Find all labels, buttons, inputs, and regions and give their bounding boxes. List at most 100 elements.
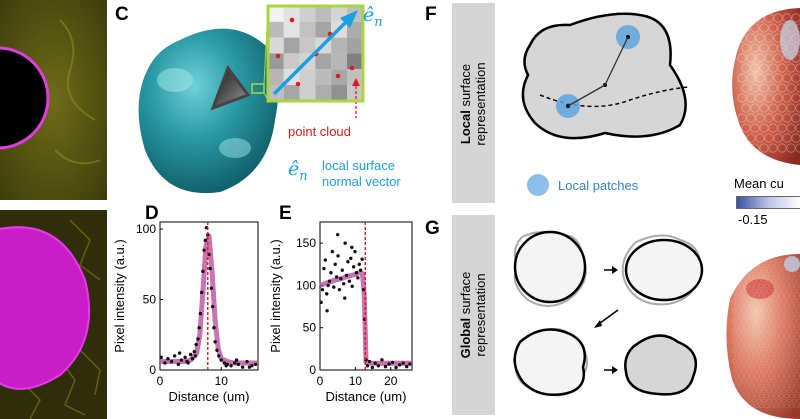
- data-point: [202, 248, 206, 252]
- data-point: [336, 254, 340, 258]
- zoom-box: [251, 83, 265, 94]
- panel-f-diagram: [521, 12, 689, 140]
- normal-arrow: [272, 16, 352, 96]
- data-point: [350, 284, 354, 288]
- data-point: [357, 262, 361, 266]
- data-point: [351, 265, 356, 269]
- shape-circle: [513, 230, 587, 304]
- y-axis-label: Pixel intensity (a.u.): [268, 239, 283, 352]
- data-point: [176, 362, 181, 367]
- nucleus-blob: [0, 226, 91, 390]
- micrograph-top-svg: [0, 0, 107, 200]
- render-f: [732, 8, 800, 165]
- data-point: [325, 309, 329, 313]
- cell-mesh: [138, 28, 279, 194]
- y-tick-label: 0: [309, 363, 316, 377]
- data-point: [234, 358, 239, 362]
- data-point: [342, 282, 346, 286]
- colorbar: [736, 196, 800, 209]
- fit-curve: [160, 233, 258, 366]
- chart-e: 0 10 20 0 50 100 150 Distance (um) Pixel intensi…: [268, 221, 413, 404]
- data-point: [224, 364, 228, 368]
- normal-vector-symbol: ên: [363, 4, 383, 30]
- data-point: [212, 326, 216, 330]
- data-point: [166, 357, 170, 361]
- data-point: [210, 304, 215, 309]
- data-point: [198, 311, 203, 316]
- data-point: [339, 276, 343, 281]
- data-point: [196, 337, 200, 341]
- y-tick-label: 150: [296, 236, 316, 250]
- data-point: [340, 268, 344, 272]
- data-point: [179, 358, 184, 362]
- panel-letter-f: F: [425, 4, 437, 25]
- data-point: [365, 364, 370, 368]
- panel-letter-d: D: [145, 203, 159, 224]
- data-point: [183, 355, 187, 360]
- data-point: [319, 300, 323, 305]
- legend-patch-icon: [527, 174, 549, 196]
- triangle-facet: [210, 64, 251, 111]
- data-point: [194, 342, 198, 347]
- panel-g-diagram: [513, 230, 704, 397]
- panel-f-sidebar: [452, 3, 495, 203]
- colorbar-min-label: -0.15: [738, 212, 768, 227]
- data-point: [201, 269, 205, 274]
- data-point: [209, 286, 214, 290]
- data-point: [390, 360, 395, 365]
- data-point: [383, 364, 388, 369]
- point-cloud-dot: [289, 17, 295, 23]
- panel-c-illustration: [138, 4, 365, 194]
- data-point: [329, 271, 333, 275]
- data-point: [326, 283, 330, 288]
- data-point: [163, 361, 167, 365]
- data-point: [185, 359, 189, 364]
- data-point: [236, 362, 241, 367]
- panel-letter-c: C: [115, 4, 129, 25]
- point-cloud-dot: [275, 53, 281, 59]
- data-point: [350, 245, 354, 250]
- local-shape-outline: [521, 12, 687, 140]
- data-point: [222, 361, 227, 365]
- panel-g-sidebar-text: Global surface representation: [458, 271, 488, 359]
- data-point: [199, 290, 204, 295]
- x-tick-label: 0: [317, 374, 324, 388]
- x-axis-label: Distance (um): [326, 389, 407, 404]
- axes-frame: [159, 221, 259, 371]
- data-point: [360, 257, 364, 261]
- data-point: [361, 287, 366, 292]
- data-point: [334, 275, 339, 279]
- data-point: [192, 349, 196, 354]
- data-point: [233, 361, 237, 365]
- data-point: [343, 241, 347, 245]
- data-point: [394, 365, 398, 370]
- data-point: [358, 268, 363, 272]
- normal-symbol-caption: ên: [288, 158, 308, 184]
- data-point: [356, 276, 360, 280]
- data-point: [397, 363, 402, 367]
- cell-outline: [0, 46, 50, 150]
- render-g: [726, 254, 800, 419]
- data-point: [349, 256, 353, 261]
- data-point: [404, 364, 409, 369]
- data-point: [344, 273, 349, 277]
- axes-frame: [319, 221, 413, 371]
- data-point: [320, 287, 325, 292]
- x-tick-label: 20: [384, 374, 398, 388]
- data-point: [335, 232, 340, 237]
- data-point: [325, 292, 329, 296]
- data-point: [380, 358, 384, 362]
- zoomed-pixel-grid: [266, 4, 365, 118]
- data-point: [376, 364, 381, 368]
- data-point: [190, 357, 195, 361]
- panel-letter-g: G: [425, 218, 440, 239]
- micrograph-bottom-svg: [0, 210, 107, 419]
- shape-blob-dark: [624, 334, 698, 396]
- data-point: [353, 249, 357, 254]
- shape-ellipse: [624, 238, 704, 302]
- x-tick-label: 10: [349, 374, 363, 388]
- micrograph-bottom: [0, 210, 107, 419]
- data-point: [247, 365, 252, 369]
- data-point: [323, 258, 328, 262]
